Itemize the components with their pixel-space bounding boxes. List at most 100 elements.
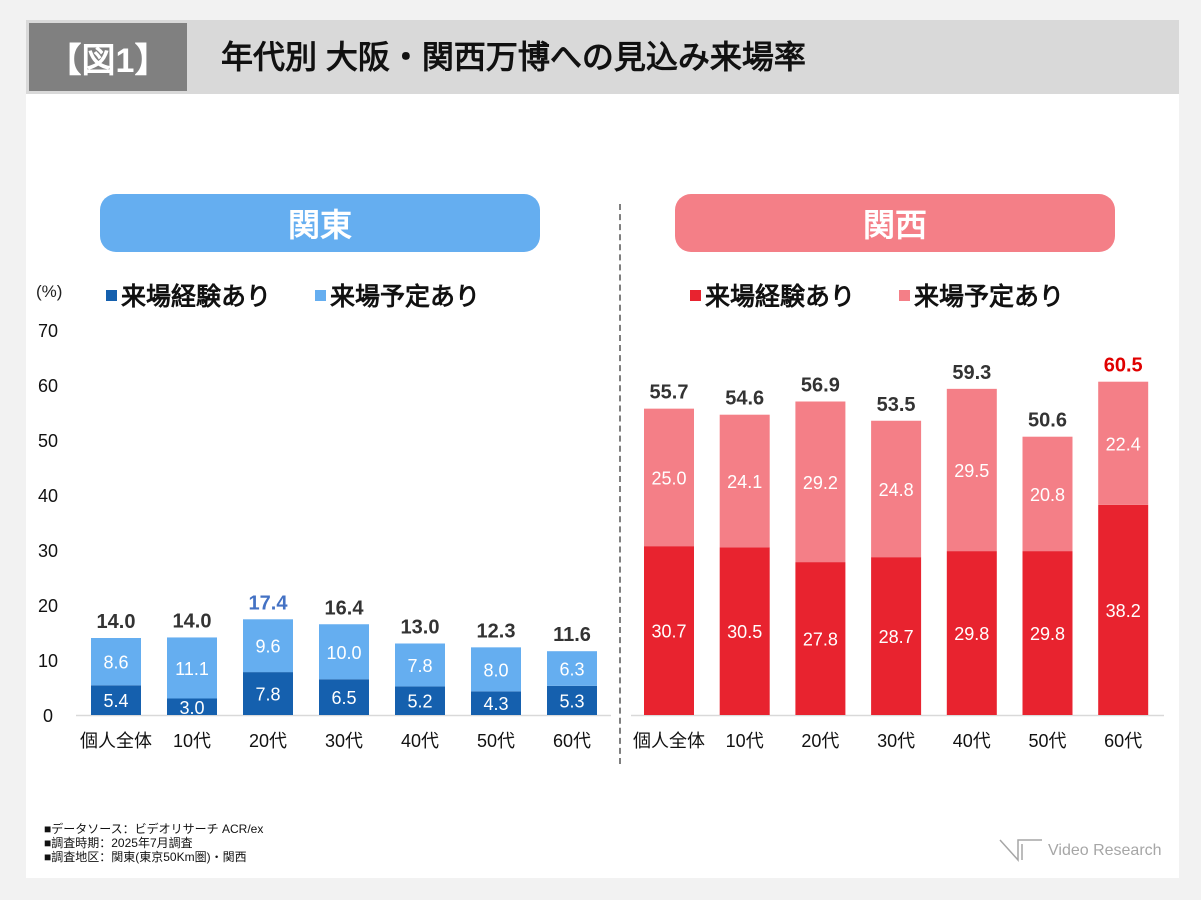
bar-segment-kanto-planned bbox=[547, 651, 597, 686]
legend-item-kanto-planned: 来場予定あり bbox=[315, 277, 480, 313]
bar-total-label: 13.0 bbox=[401, 617, 440, 639]
bar-value-label: 29.2 bbox=[803, 473, 838, 493]
bar-value-label: 38.2 bbox=[1106, 601, 1141, 621]
panel-label-kanto: 関東 bbox=[100, 194, 540, 252]
bar-total-label: 55.7 bbox=[650, 382, 689, 404]
bar-value-label: 25.0 bbox=[651, 468, 686, 488]
bar-value-label: 28.7 bbox=[879, 627, 914, 647]
logo-text: Video Research bbox=[1048, 842, 1162, 859]
bar-total-label: 59.3 bbox=[952, 362, 991, 384]
bar-segment-kansai-experienced bbox=[795, 562, 846, 715]
bar-value-label: 3.0 bbox=[179, 698, 204, 718]
y-tick-label: 30 bbox=[38, 541, 58, 561]
header-bar: 【図1】 年代別 大阪・関西万博への見込み来場率 bbox=[26, 20, 1179, 94]
bar-segment-kanto-experienced bbox=[471, 691, 521, 715]
bar-total-label: 54.6 bbox=[725, 388, 764, 410]
bar-segment-kanto-planned bbox=[167, 637, 217, 699]
y-axis-unit-label: (%) bbox=[36, 282, 63, 301]
bar-segment-kansai-planned bbox=[644, 408, 694, 547]
bar-segment-kansai-planned bbox=[719, 414, 770, 548]
bar-segment-kanto-experienced bbox=[243, 672, 293, 715]
x-tick-label: 20代 bbox=[249, 731, 287, 751]
bar-value-label: 5.3 bbox=[559, 691, 584, 711]
x-tick-label: 40代 bbox=[953, 731, 991, 751]
y-tick-label: 0 bbox=[43, 706, 53, 726]
company-logo: Video Research bbox=[998, 838, 1162, 864]
bar-total-label: 17.4 bbox=[249, 592, 289, 614]
bar-segment-kansai-planned bbox=[946, 388, 997, 552]
bar-total-label: 53.5 bbox=[877, 394, 916, 416]
x-tick-label: 60代 bbox=[1104, 731, 1142, 751]
bar-total-label: 16.4 bbox=[325, 597, 365, 619]
bar-value-label: 6.5 bbox=[331, 688, 356, 708]
bar-segment-kansai-experienced bbox=[1022, 551, 1073, 715]
bar-segment-kanto-planned bbox=[319, 624, 369, 680]
y-tick-label: 40 bbox=[38, 486, 58, 506]
bar-segment-kansai-experienced bbox=[1098, 504, 1149, 715]
bar-value-label: 30.5 bbox=[727, 622, 762, 642]
bar-segment-kanto-experienced bbox=[395, 686, 445, 715]
bar-segment-kansai-experienced bbox=[871, 557, 922, 715]
bar-total-label: 14.0 bbox=[97, 611, 136, 633]
page-title: 年代別 大阪・関西万博への見込み来場率 bbox=[221, 39, 806, 75]
legend-label: 来場経験あり bbox=[121, 283, 272, 311]
bar-total-label: 11.6 bbox=[553, 624, 591, 646]
bar-segment-kanto-experienced bbox=[167, 698, 217, 715]
bar-total-label: 50.6 bbox=[1028, 410, 1067, 432]
bar-segment-kanto-planned bbox=[243, 619, 293, 673]
bar-value-label: 22.4 bbox=[1106, 434, 1141, 454]
legend-label: 来場予定あり bbox=[914, 283, 1065, 311]
bar-segment-kansai-experienced bbox=[644, 546, 694, 715]
y-tick-label: 10 bbox=[38, 651, 58, 671]
bar-segment-kanto-planned bbox=[395, 643, 445, 687]
bar-value-label: 7.8 bbox=[255, 685, 280, 705]
bar-value-label: 20.8 bbox=[1030, 485, 1065, 505]
panel-label-kansai: 関西 bbox=[675, 194, 1115, 252]
bar-value-label: 24.8 bbox=[879, 480, 914, 500]
x-tick-label: 個人全体 bbox=[80, 731, 152, 751]
bar-value-label: 4.3 bbox=[483, 694, 508, 714]
x-tick-label: 60代 bbox=[553, 731, 591, 751]
bar-value-label: 24.1 bbox=[727, 472, 762, 492]
bar-value-label: 5.2 bbox=[407, 692, 432, 712]
bar-segment-kansai-experienced bbox=[946, 551, 997, 715]
bar-value-label: 30.7 bbox=[651, 622, 686, 642]
bar-value-label: 5.4 bbox=[103, 691, 128, 711]
x-tick-label: 30代 bbox=[877, 731, 915, 751]
figure-label: 【図1】 bbox=[29, 23, 187, 91]
logo-mark-icon bbox=[999, 839, 1042, 862]
bar-value-label: 7.8 bbox=[407, 656, 432, 676]
x-tick-label: 10代 bbox=[173, 731, 211, 751]
bar-segment-kansai-planned bbox=[1022, 436, 1073, 552]
x-tick-label: 個人全体 bbox=[633, 731, 705, 751]
legend-item-kansai-experienced: 来場経験あり bbox=[690, 277, 855, 313]
legend-label: 来場予定あり bbox=[330, 283, 481, 311]
bar-segment-kansai-planned bbox=[871, 420, 922, 558]
legend-label: 来場経験あり bbox=[705, 283, 856, 311]
y-tick-label: 20 bbox=[38, 596, 58, 616]
slide: 【図1】 年代別 大阪・関西万博への見込み来場率 関東 関西 (%) 来場経験あ… bbox=[26, 20, 1179, 878]
y-tick-label: 50 bbox=[38, 431, 58, 451]
bar-segment-kanto-planned bbox=[471, 647, 521, 692]
bar-total-label: 56.9 bbox=[801, 375, 840, 397]
bar-value-label: 27.8 bbox=[803, 630, 838, 650]
bar-segment-kanto-experienced bbox=[91, 685, 141, 715]
x-tick-label: 50代 bbox=[477, 731, 515, 751]
stacked-bar-chart: 0 10 20 30 40 50 60 70 5.4 8.6 14.0 個人全体 3.0 11.1 14.0… bbox=[38, 321, 1164, 751]
y-tick-label: 60 bbox=[38, 376, 58, 396]
bar-value-label: 8.6 bbox=[103, 653, 128, 673]
bar-total-label: 14.0 bbox=[173, 610, 212, 632]
legend-kansai: 来場経験あり 来場予定あり bbox=[690, 277, 1064, 313]
bar-total-label: 60.5 bbox=[1104, 355, 1143, 377]
legend-swatch-icon bbox=[315, 289, 327, 301]
y-tick-label: 70 bbox=[38, 321, 58, 341]
bar-segment-kansai-planned bbox=[1098, 381, 1149, 505]
bar-value-label: 10.0 bbox=[326, 643, 361, 663]
legend-swatch-icon bbox=[690, 289, 701, 301]
footnote-source: ■データソース：ビデオリサーチ ACR/ex bbox=[44, 822, 264, 836]
bar-value-label: 8.0 bbox=[483, 660, 508, 680]
bar-value-label: 29.5 bbox=[954, 461, 989, 481]
bar-segment-kansai-experienced bbox=[719, 547, 770, 715]
legend-swatch-icon bbox=[106, 289, 117, 301]
x-tick-label: 50代 bbox=[1028, 731, 1066, 751]
